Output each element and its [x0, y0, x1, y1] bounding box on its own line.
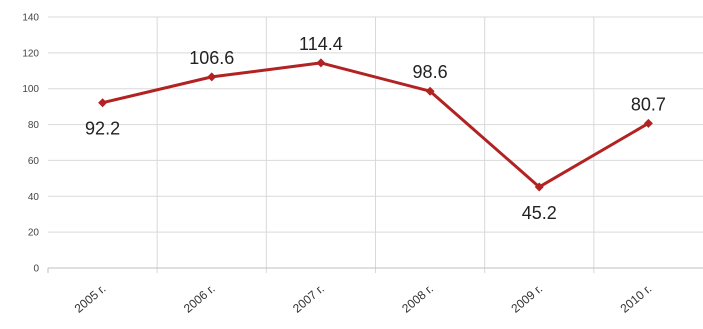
series-line-group: [102, 61, 650, 189]
data-point: [643, 118, 653, 128]
x-axis-labels: 2005 г. 2006 г. 2007 г. 2008 г. 2009 г. 2010 …: [72, 282, 655, 316]
data-point: [207, 72, 217, 82]
y-tick-label: 120: [22, 48, 39, 59]
y-tick-label: 80: [28, 120, 40, 131]
data-label: 92.2: [85, 119, 120, 139]
data-label: 106.6: [189, 48, 234, 68]
data-label: 98.6: [413, 62, 448, 82]
data-label: 80.7: [631, 94, 666, 114]
data-point: [425, 86, 435, 96]
data-point: [316, 58, 326, 68]
grid-lines: [48, 16, 703, 273]
data-points: [98, 58, 653, 192]
y-tick-label: 100: [22, 84, 39, 95]
x-tick-label: 2005 г.: [72, 282, 109, 316]
y-tick-label: 0: [33, 264, 39, 275]
x-tick-label: 2009 г.: [508, 282, 545, 316]
x-tick-label: 2007 г.: [290, 282, 327, 316]
y-axis-labels: 0 20 40 60 80 100 120 140: [22, 13, 39, 275]
data-label: 114.4: [299, 34, 343, 54]
data-label: 45.2: [522, 203, 557, 223]
y-tick-label: 20: [28, 228, 40, 239]
x-axis: [47, 267, 703, 273]
y-tick-label: 140: [22, 13, 39, 24]
data-point: [98, 98, 108, 108]
y-tick-label: 40: [28, 192, 40, 203]
data-labels: 92.2 106.6 114.4 98.6 45.2 80.7: [85, 34, 666, 223]
y-tick-label: 60: [28, 156, 40, 167]
x-tick-label: 2006 г.: [181, 282, 218, 316]
x-tick-label: 2010 г.: [618, 282, 655, 316]
x-tick-label: 2008 г.: [399, 282, 436, 316]
data-point: [534, 182, 544, 192]
series-line: [102, 61, 650, 189]
